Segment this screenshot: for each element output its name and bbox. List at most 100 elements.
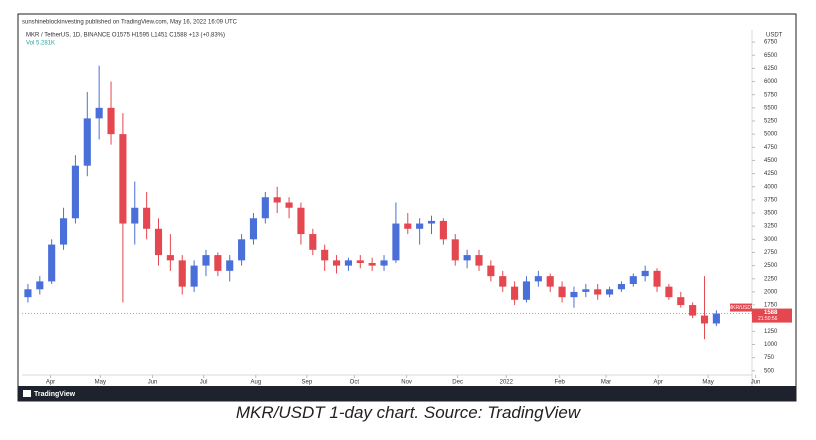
candle-body	[332, 260, 341, 266]
x-tick-label: Mar	[601, 380, 611, 386]
candle-body	[249, 218, 258, 240]
candle-body	[261, 197, 269, 219]
countdown: 21:50:56	[758, 316, 778, 322]
y-tick-label: 6250	[764, 66, 778, 72]
y-tick-label: 4750	[764, 145, 778, 151]
candle-body	[143, 207, 151, 229]
y-tick-label: 3250	[764, 224, 778, 230]
x-tick-label: Apr	[654, 380, 663, 386]
candle-body	[71, 165, 79, 219]
y-tick-label: 5250	[764, 119, 778, 125]
candle-body	[522, 281, 531, 300]
candle-body	[24, 289, 32, 298]
candle-body	[641, 270, 649, 277]
candle-body	[154, 228, 163, 256]
y-tick-label: 4500	[764, 158, 778, 164]
candle-body	[356, 260, 364, 263]
candle-body	[226, 260, 234, 271]
y-tick-label: 3500	[764, 211, 778, 217]
symbol-line: MKR / TetherUS, 1D, BINANCE O1575 H1595 …	[26, 33, 225, 39]
candle-body	[344, 260, 352, 266]
y-tick-label: 4250	[764, 171, 778, 177]
x-tick-label: 2022	[500, 380, 514, 386]
last-price-box	[730, 303, 752, 312]
y-tick-label: 2000	[764, 289, 778, 295]
last-label: MKR/USDT	[728, 305, 754, 311]
y-tick-label: 2250	[764, 276, 778, 282]
candle-body	[689, 305, 697, 316]
candle-body	[487, 265, 495, 277]
candle-body	[712, 313, 720, 324]
candle-body	[392, 223, 400, 261]
candle-body	[273, 197, 281, 203]
candle-body	[677, 297, 685, 306]
candle-body	[119, 134, 127, 224]
candle-body	[166, 255, 174, 261]
x-tick-label: Jul	[200, 380, 208, 386]
y-tick-label: 2500	[764, 263, 778, 269]
x-tick-label: May	[95, 380, 106, 386]
candle-body	[427, 220, 436, 224]
candle-body	[463, 255, 471, 261]
last-price-tag	[752, 308, 792, 323]
x-tick-label: Dec	[452, 380, 463, 386]
y-tick-label: 2750	[764, 250, 778, 256]
candle-body	[558, 286, 566, 298]
candle-body	[309, 234, 317, 250]
candle-body	[404, 223, 412, 229]
candle-body	[416, 223, 424, 229]
candle-body	[546, 276, 554, 287]
last-price: 1588	[764, 310, 778, 316]
candle-body	[297, 207, 305, 235]
candle-body	[95, 107, 103, 119]
y-tick-label: 1750	[764, 303, 778, 309]
x-tick-label: May	[702, 380, 713, 386]
brand-logo	[23, 390, 31, 397]
candle-body	[511, 286, 519, 300]
y-tick-label: 5500	[764, 105, 778, 111]
brand: TradingView	[34, 391, 76, 398]
candle-body	[617, 284, 625, 290]
candle-body	[238, 239, 246, 261]
y-tick-label: 5000	[764, 132, 778, 138]
x-tick-label: Aug	[250, 380, 261, 386]
candle-body	[665, 286, 673, 298]
y-tick-label: 1000	[764, 342, 778, 348]
candle-body	[475, 255, 483, 266]
candle-body	[285, 202, 293, 208]
y-tick-label: 1250	[764, 329, 778, 335]
candle-body	[534, 276, 542, 282]
currency: USDT	[766, 33, 783, 39]
candle-body	[48, 244, 56, 282]
candle-body	[190, 265, 198, 287]
y-tick-label: 3000	[764, 237, 778, 243]
y-tick-label: 5750	[764, 92, 778, 98]
y-tick-label: 3750	[764, 197, 778, 203]
x-tick-label: Nov	[401, 380, 412, 386]
y-tick-label: 750	[764, 355, 775, 361]
caption: MKR/USDT 1-day chart. Source: TradingVie…	[235, 403, 581, 422]
x-tick-label: Jun	[751, 380, 761, 386]
x-tick-label: Feb	[555, 380, 566, 386]
y-tick-label: 6500	[764, 53, 778, 59]
candle-body	[380, 260, 388, 266]
candle-body	[700, 315, 709, 324]
y-tick-label: 6000	[764, 79, 778, 85]
candle-body	[582, 289, 590, 292]
volume-line: Vol 5.281K	[26, 41, 55, 47]
candle-body	[36, 281, 44, 290]
publisher: sunshineblockinvesting published on Trad…	[22, 20, 238, 26]
y-tick-label: 4000	[764, 184, 778, 190]
candle-body	[214, 255, 222, 271]
candle-body	[131, 207, 139, 224]
candle-body	[653, 270, 661, 287]
candle-body	[178, 260, 186, 287]
candle-body	[570, 291, 578, 298]
frame	[17, 13, 797, 402]
candle-body	[594, 289, 602, 295]
x-tick-label: Oct	[350, 380, 360, 386]
candle-body	[451, 239, 459, 261]
candle-body	[202, 255, 210, 266]
y-tick-label: 6750	[764, 40, 778, 46]
